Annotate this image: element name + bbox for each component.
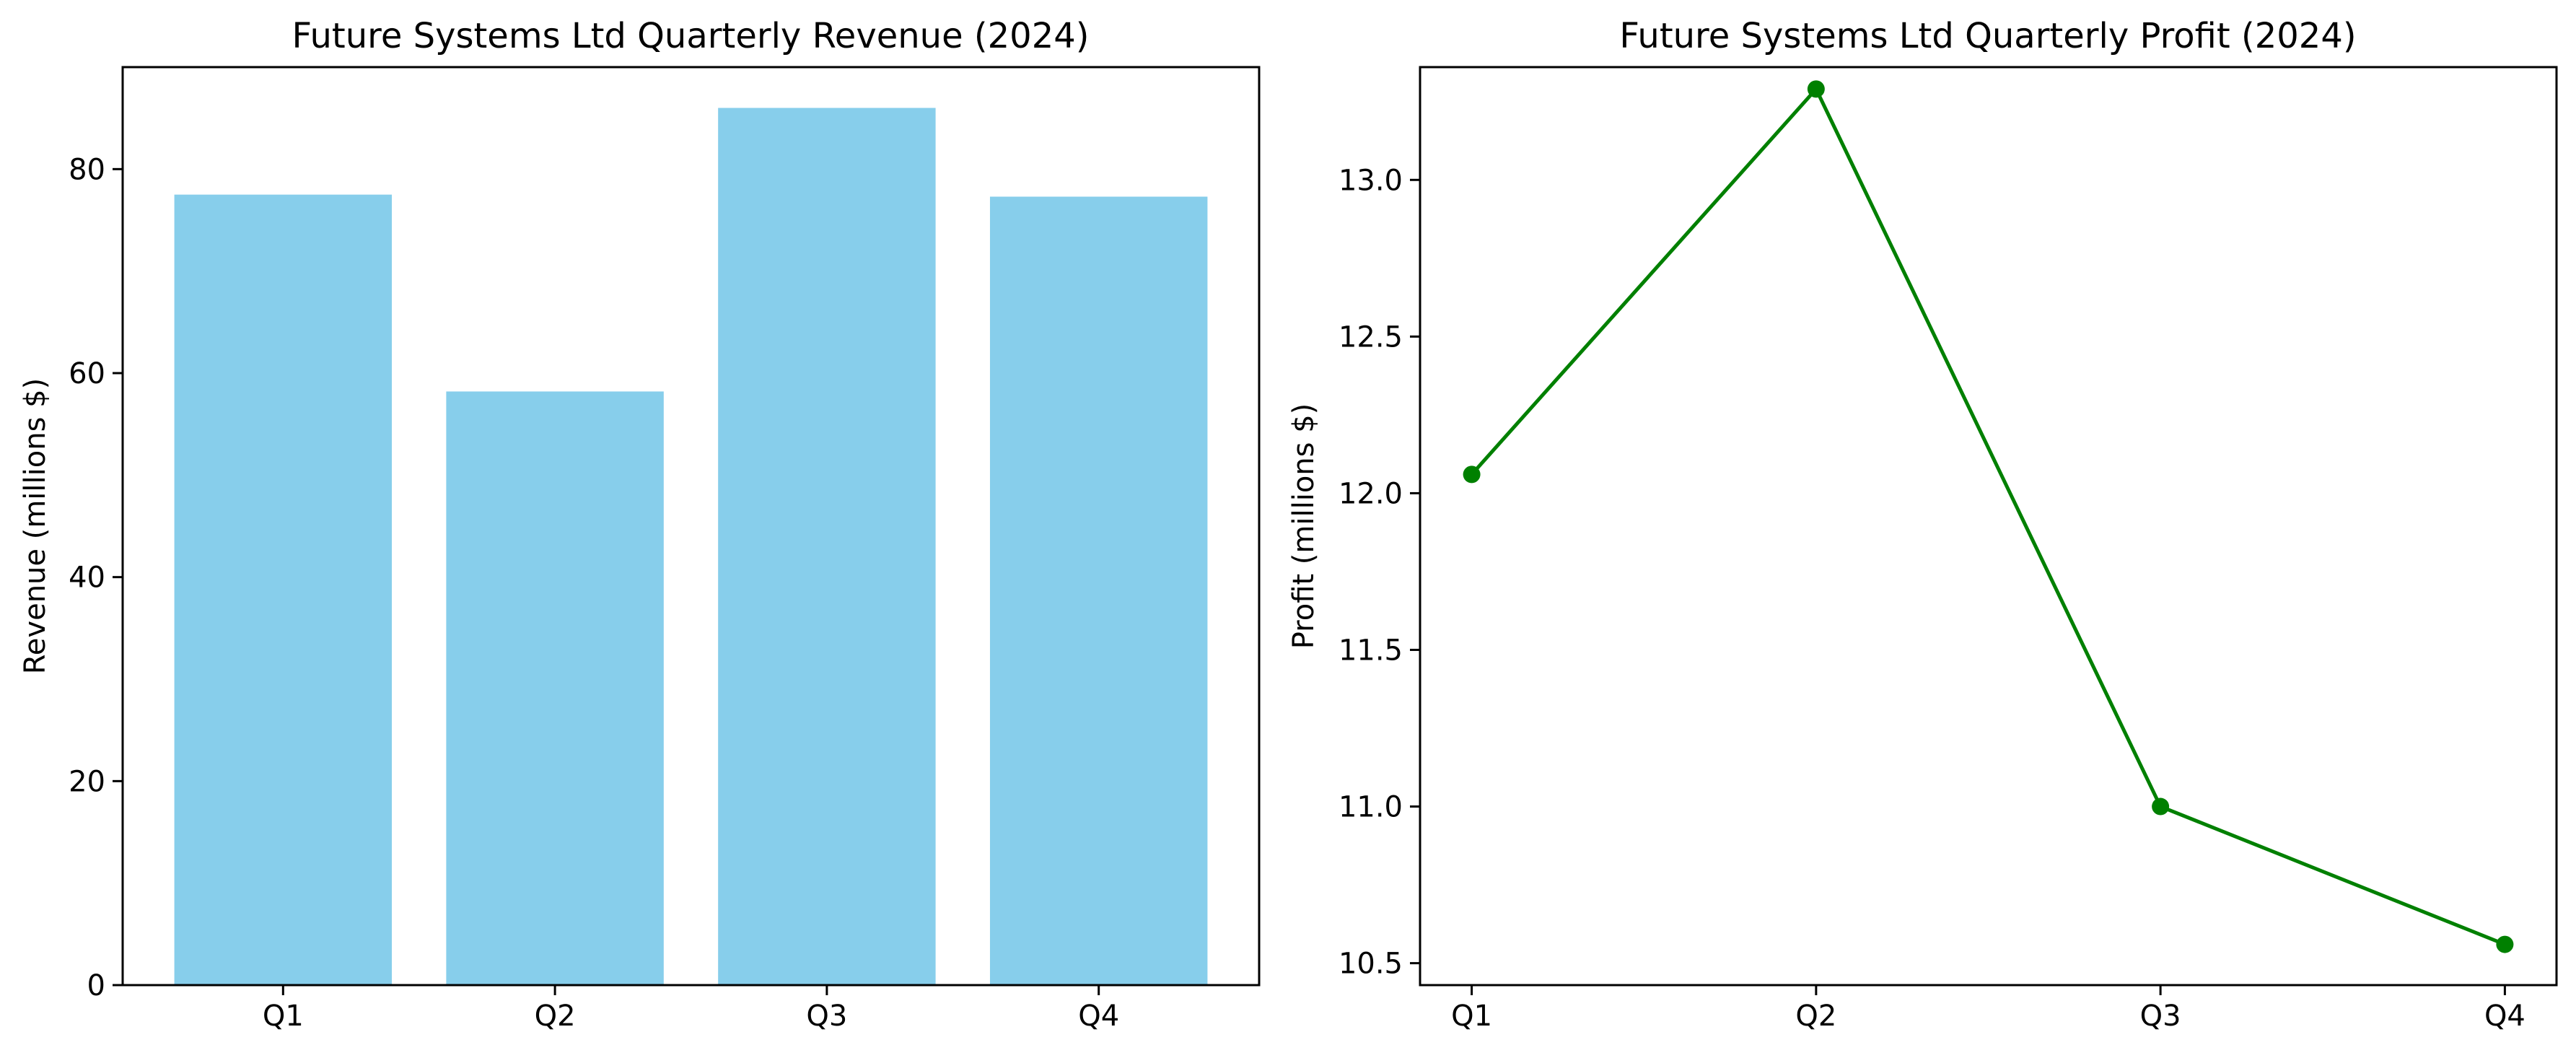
profit-line-chart: Future Systems Ltd Quarterly Profit (202… xyxy=(1287,16,2558,1033)
y-tick-label: 40 xyxy=(69,561,105,595)
point-q1 xyxy=(1463,465,1481,484)
bar-q3 xyxy=(718,108,936,986)
profit-line xyxy=(1470,85,2506,946)
point-q2 xyxy=(1807,80,1825,98)
x-tick-label: Q1 xyxy=(1451,1000,1492,1033)
bars-layer xyxy=(174,108,1208,986)
y-tick-label: 11.0 xyxy=(1339,791,1403,824)
x-axis: Q1 Q2 Q3 Q4 xyxy=(1451,985,2525,1033)
plot-frame xyxy=(121,66,1261,987)
x-tick-label: Q4 xyxy=(2484,1000,2525,1033)
bar-q1 xyxy=(174,194,393,986)
y-tick-label: 12.0 xyxy=(1339,477,1403,510)
y-tick-label: 60 xyxy=(69,357,105,390)
chart-title: Future Systems Ltd Quarterly Profit (202… xyxy=(1619,16,2356,56)
x-tick-label: Q2 xyxy=(535,1000,576,1033)
y-axis-label: Revenue (millions $) xyxy=(19,378,52,674)
line-layer xyxy=(1463,80,2514,953)
y-axis: 10.5 11.0 11.5 12.0 12.5 13.0 xyxy=(1339,164,1420,981)
point-q4 xyxy=(2496,935,2514,953)
x-tick-label: Q3 xyxy=(2140,1000,2181,1033)
bar-q4 xyxy=(989,196,1208,985)
x-tick-label: Q3 xyxy=(806,1000,847,1033)
x-axis: Q1 Q2 Q3 Q4 xyxy=(263,985,1119,1033)
bar-q2 xyxy=(446,391,664,985)
y-axis-label: Profit (millions $) xyxy=(1287,403,1320,650)
point-q3 xyxy=(2152,797,2170,816)
y-tick-label: 12.5 xyxy=(1339,320,1403,354)
x-tick-label: Q1 xyxy=(263,1000,304,1033)
y-tick-label: 11.5 xyxy=(1339,634,1403,667)
x-tick-label: Q2 xyxy=(1795,1000,1836,1033)
chart-title: Future Systems Ltd Quarterly Revenue (20… xyxy=(292,16,1089,56)
y-tick-label: 10.5 xyxy=(1339,948,1403,981)
x-tick-label: Q4 xyxy=(1078,1000,1119,1033)
y-axis: 0 20 40 60 80 xyxy=(69,153,123,1002)
y-tick-label: 0 xyxy=(87,969,105,1002)
plot-frame xyxy=(1419,66,2558,987)
y-tick-label: 13.0 xyxy=(1339,164,1403,197)
y-tick-label: 80 xyxy=(69,153,105,186)
revenue-bar-chart: Future Systems Ltd Quarterly Revenue (20… xyxy=(19,16,1261,1033)
y-tick-label: 20 xyxy=(69,765,105,798)
